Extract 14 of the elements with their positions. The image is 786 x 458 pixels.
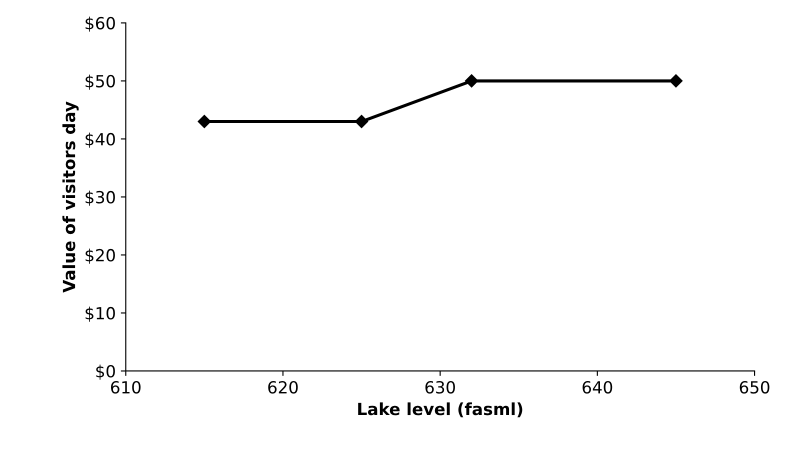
y-tick-label: $10	[86, 306, 115, 322]
x-tick-label: 630	[425, 380, 455, 394]
y-tick-label: $60	[86, 16, 115, 32]
y-tick-label: $0	[96, 364, 115, 380]
y-tick-label: $30	[86, 190, 115, 206]
x-tick-label: 610	[111, 380, 141, 394]
x-tick-label: 620	[268, 380, 298, 394]
x-axis-title: Lake level (fasml)	[358, 402, 522, 418]
x-tick-label: 640	[582, 380, 612, 394]
x-tick-label: 650	[740, 380, 770, 394]
y-axis-title: Value of visitors day	[62, 101, 79, 293]
y-tick-label: $50	[86, 74, 115, 90]
y-tick-label: $20	[86, 248, 115, 264]
y-tick-label: $40	[86, 132, 115, 148]
